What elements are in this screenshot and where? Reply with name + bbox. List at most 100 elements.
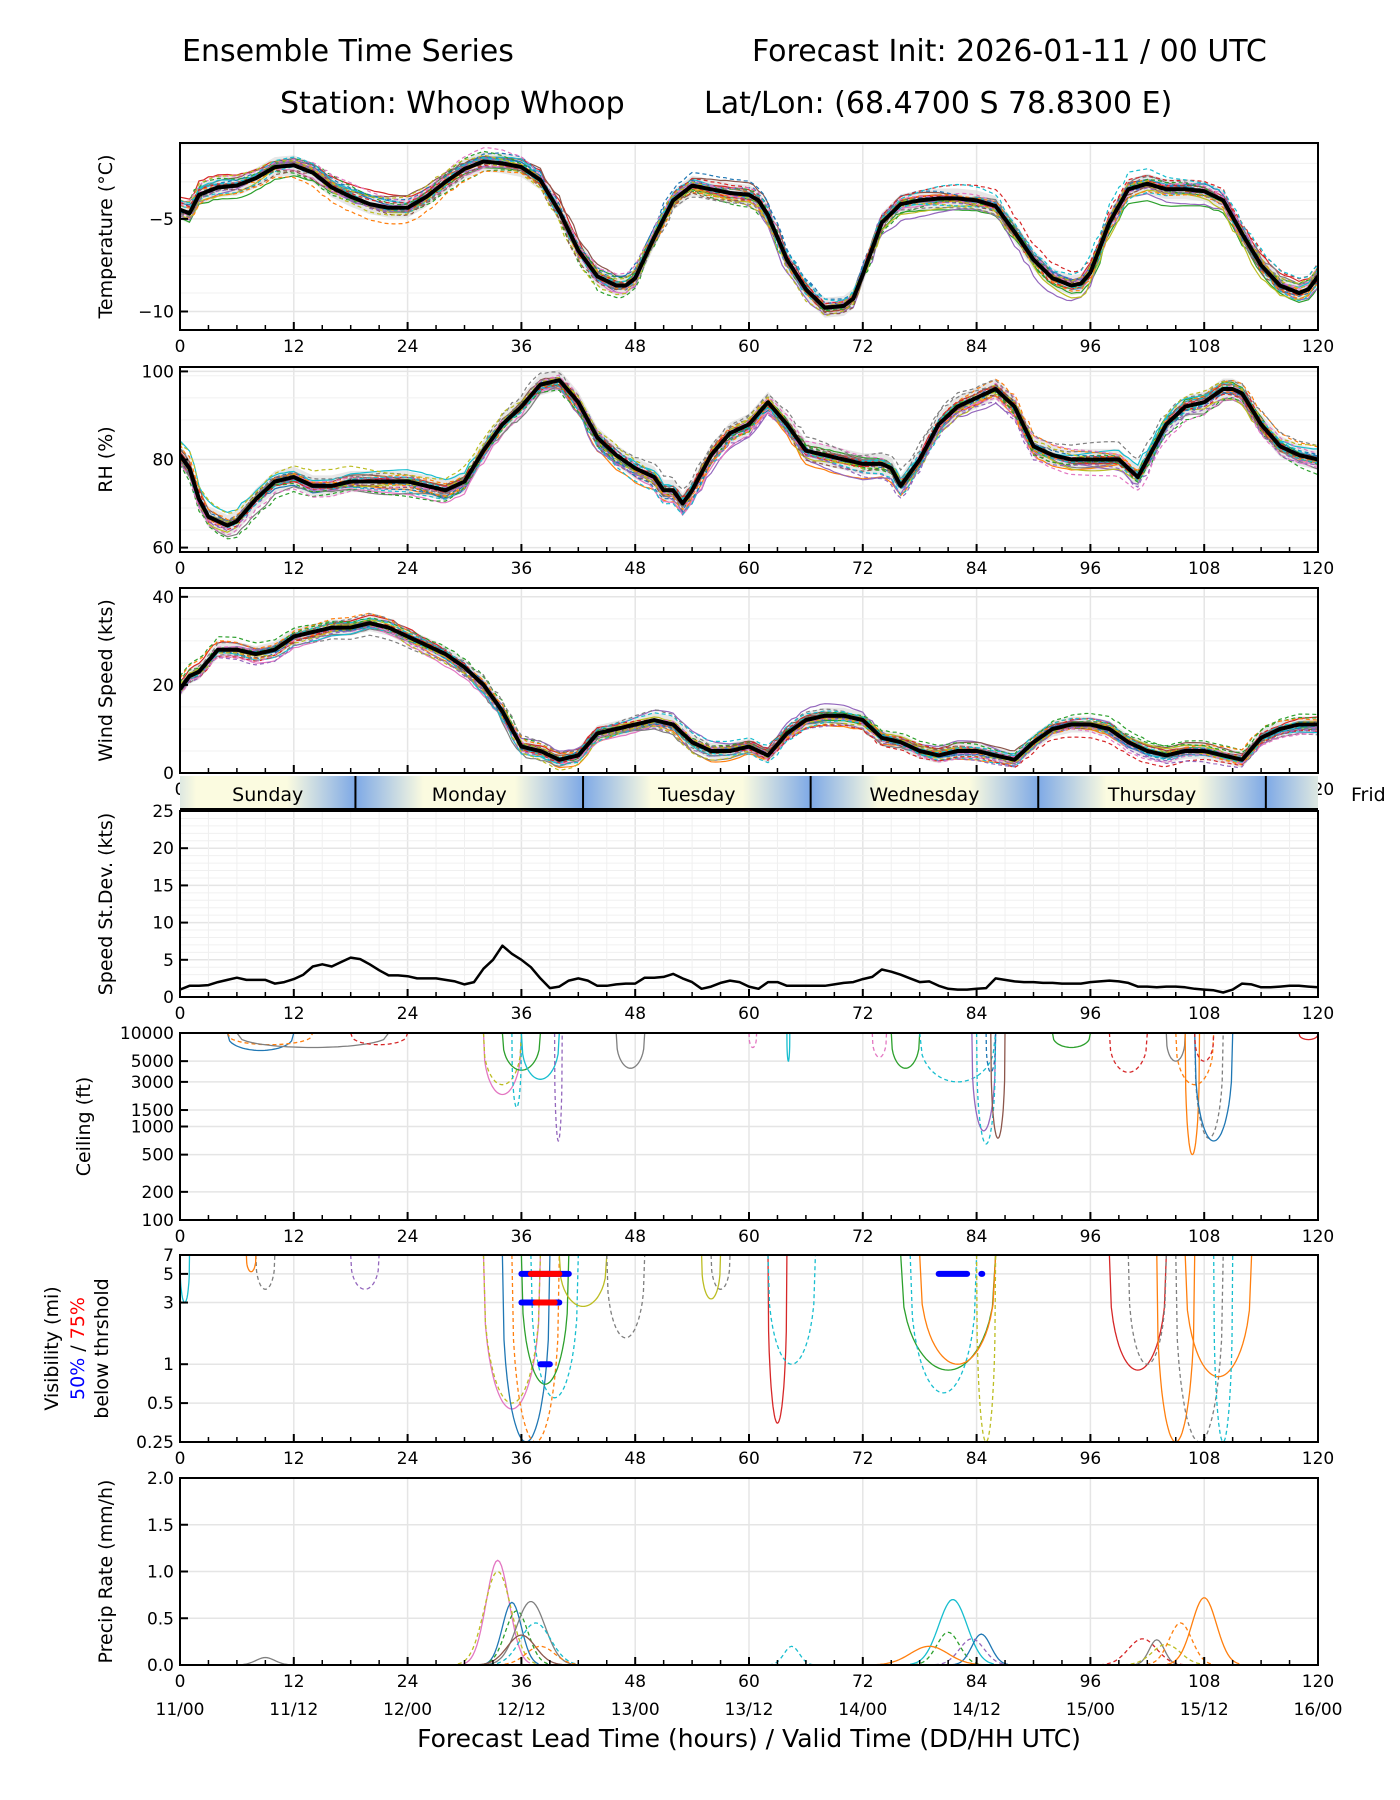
x-tick-label: 72 [852, 1672, 874, 1692]
panel-speed-stdev: 0 12 24 36 48 60 72 84 96 108 120 0 5 10 15 20 25 Speed S… [95, 802, 1334, 1024]
x-tick-label: 48 [624, 1004, 646, 1024]
x-tick-label: 0 [175, 559, 186, 579]
ensemble-member-line [767, 1255, 817, 1365]
title-right: Forecast Init: 2026-01-11 / 00 UTC [752, 34, 1267, 69]
ensemble-member-line [553, 1033, 563, 1142]
ensemble-member-line [497, 1645, 582, 1665]
title-left: Ensemble Time Series [182, 34, 514, 69]
x-tick-label: 108 [1188, 1227, 1220, 1247]
x-axis-label: Forecast Lead Time (hours) / Valid Time … [417, 1724, 1081, 1753]
pct-separator: / [67, 1339, 89, 1357]
x-tick-label: 120 [1302, 337, 1334, 357]
valid-time-label: 16/00 [1294, 1700, 1343, 1720]
y-tick-label: 5000 [131, 1052, 174, 1072]
valid-time-label: 12/00 [383, 1700, 432, 1720]
y-tick-label: 1500 [131, 1101, 174, 1121]
x-tick-label: 60 [738, 1672, 760, 1692]
day-label: Thursday [1107, 784, 1196, 806]
x-tick-label: 12 [283, 1449, 305, 1469]
x-tick-label: 108 [1188, 337, 1220, 357]
plot-area [180, 944, 1318, 994]
ensemble-member-line [871, 1033, 888, 1058]
x-tick-label: 84 [966, 1449, 988, 1469]
ensemble-member-line [511, 1255, 560, 1442]
day-label-overflow: Frid [1351, 784, 1386, 806]
y-tick-label: −10 [138, 302, 174, 322]
ensemble-member-line [934, 1638, 1007, 1665]
y-tick-label: 5 [163, 951, 174, 971]
ensemble-member-line [255, 1255, 276, 1290]
x-tick-label: 36 [511, 559, 533, 579]
x-tick-label: 48 [624, 1227, 646, 1247]
x-tick-label: 72 [852, 1227, 874, 1247]
ensemble-member-line [1108, 1255, 1167, 1371]
y-axis-label: Visibility (mi) [41, 1286, 63, 1410]
y-tick-label: 10000 [120, 1024, 174, 1044]
plot-area [236, 1559, 1240, 1665]
x-tick-label: 12 [283, 1004, 305, 1024]
x-tick-label: 24 [397, 1004, 419, 1024]
y-tick-label: 0.0 [147, 1656, 174, 1676]
x-tick-label: 120 [1302, 1227, 1334, 1247]
ensemble-member-line [985, 1033, 997, 1073]
x-tick-label: 0 [175, 337, 186, 357]
y-tick-label: 1.0 [147, 1563, 174, 1583]
x-tick-label: 0 [175, 1672, 186, 1692]
x-tick-label: 96 [1080, 559, 1102, 579]
x-tick-label: 60 [738, 337, 760, 357]
plot-area [180, 147, 1318, 318]
x-tick-label: 36 [511, 1672, 533, 1692]
x-tick-label: 24 [397, 1672, 419, 1692]
ensemble-member-line [975, 1033, 997, 1145]
x-tick-label: 60 [738, 1449, 760, 1469]
ensemble-member-line [1213, 1255, 1234, 1442]
y-tick-label: 20 [152, 676, 174, 696]
ensemble-mean-line [180, 621, 1318, 762]
valid-time-label: 15/00 [1066, 1700, 1115, 1720]
ensemble-member-line [180, 376, 1318, 522]
ensemble-mean-line [180, 159, 1318, 310]
y-axis-label: RH (%) [95, 426, 117, 492]
day-band-inner: Sunday Monday Tuesday Wednesday Thursday [180, 776, 1318, 809]
ensemble-member-line [180, 382, 1318, 528]
ensemble-member-line [226, 1033, 314, 1046]
y-tick-label: 80 [152, 451, 174, 471]
ensemble-member-line [482, 1033, 523, 1086]
y-tick-label: 2.0 [147, 1469, 174, 1489]
ensemble-member-line [180, 619, 1318, 759]
ensemble-member-line [226, 1033, 295, 1052]
ensemble-member-line [482, 1255, 542, 1404]
x-tick-label: 24 [397, 559, 419, 579]
x-tick-label: 0 [175, 1449, 186, 1469]
ensemble-member-line [1194, 1033, 1215, 1062]
x-tick-label: 0 [175, 1227, 186, 1247]
ensemble-member-line [606, 1255, 646, 1339]
ensemble-member-line [1051, 1033, 1092, 1049]
ensemble-member-line [520, 1255, 570, 1385]
ensemble-member-line [180, 376, 1318, 536]
y-axis-label: Ceiling (ft) [73, 1077, 95, 1177]
ensemble-member-line [180, 1255, 191, 1304]
ensemble-mean-line [180, 378, 1318, 528]
ensemble-member-line [1184, 1033, 1201, 1156]
x-tick-label: 24 [397, 1227, 419, 1247]
ensemble-member-line [710, 1255, 731, 1290]
day-label: Wednesday [869, 784, 979, 806]
y-tick-label: 3000 [131, 1073, 174, 1093]
plot-area [180, 612, 1318, 771]
valid-time-label: 15/12 [1180, 1700, 1229, 1720]
x-tick-label: 12 [283, 337, 305, 357]
ensemble-member-line [1175, 1033, 1215, 1086]
ensemble-member-line [786, 1033, 791, 1062]
ensemble-member-line [990, 1033, 1006, 1139]
ensemble-member-line [483, 1601, 539, 1665]
x-tick-label: 120 [1302, 559, 1334, 579]
ensemble-member-line [463, 1559, 531, 1665]
x-tick-label: 108 [1188, 1449, 1220, 1469]
ensemble-member-line [1194, 1033, 1234, 1142]
panel-precip-rate: 0 12 24 36 48 60 72 84 96 108 120 0.0 0.5 1.0 1.5 2.0 Pr… [95, 1469, 1334, 1692]
ensemble-member-line [180, 377, 1318, 525]
x-tick-label: 72 [852, 1004, 874, 1024]
valid-time-label: 11/12 [269, 1700, 318, 1720]
day-label: Monday [432, 784, 507, 806]
